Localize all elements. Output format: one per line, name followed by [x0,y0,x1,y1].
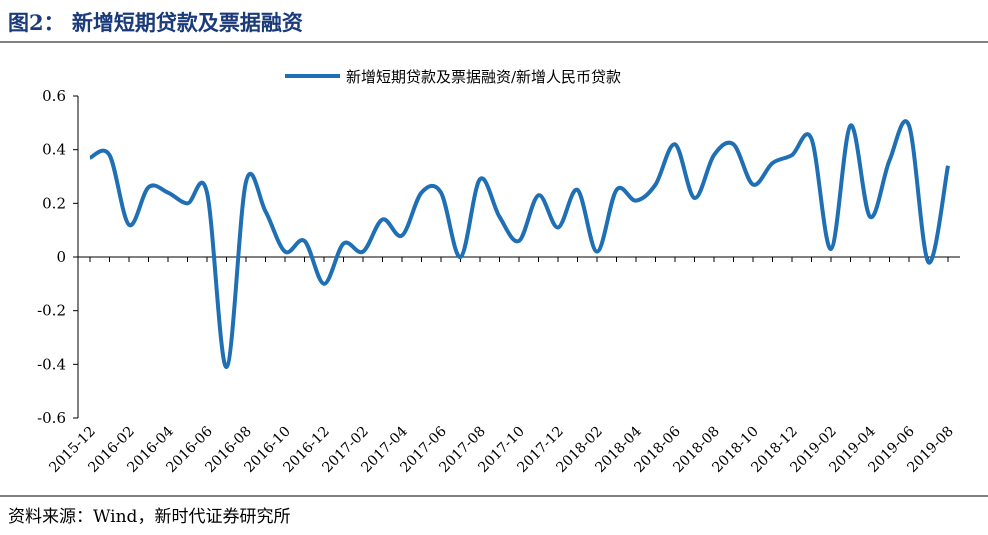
y-tick-label: 0 [56,248,66,266]
figure-title: 图2： 新增短期贷款及票据融资 [8,10,303,35]
legend-label: 新增短期贷款及票据融资/新增人民币贷款 [346,68,621,86]
y-tick-label: 0.4 [42,141,66,159]
y-tick-label: -0.2 [37,302,66,320]
y-tick-label: 0.2 [42,194,66,212]
data-line [89,119,950,370]
y-tick-label: -0.4 [37,355,66,373]
y-tick-label: -0.6 [37,409,66,427]
source: 资料来源：Wind，新时代证券研究所 [8,507,290,527]
y-tick-label: 0.6 [42,87,66,105]
